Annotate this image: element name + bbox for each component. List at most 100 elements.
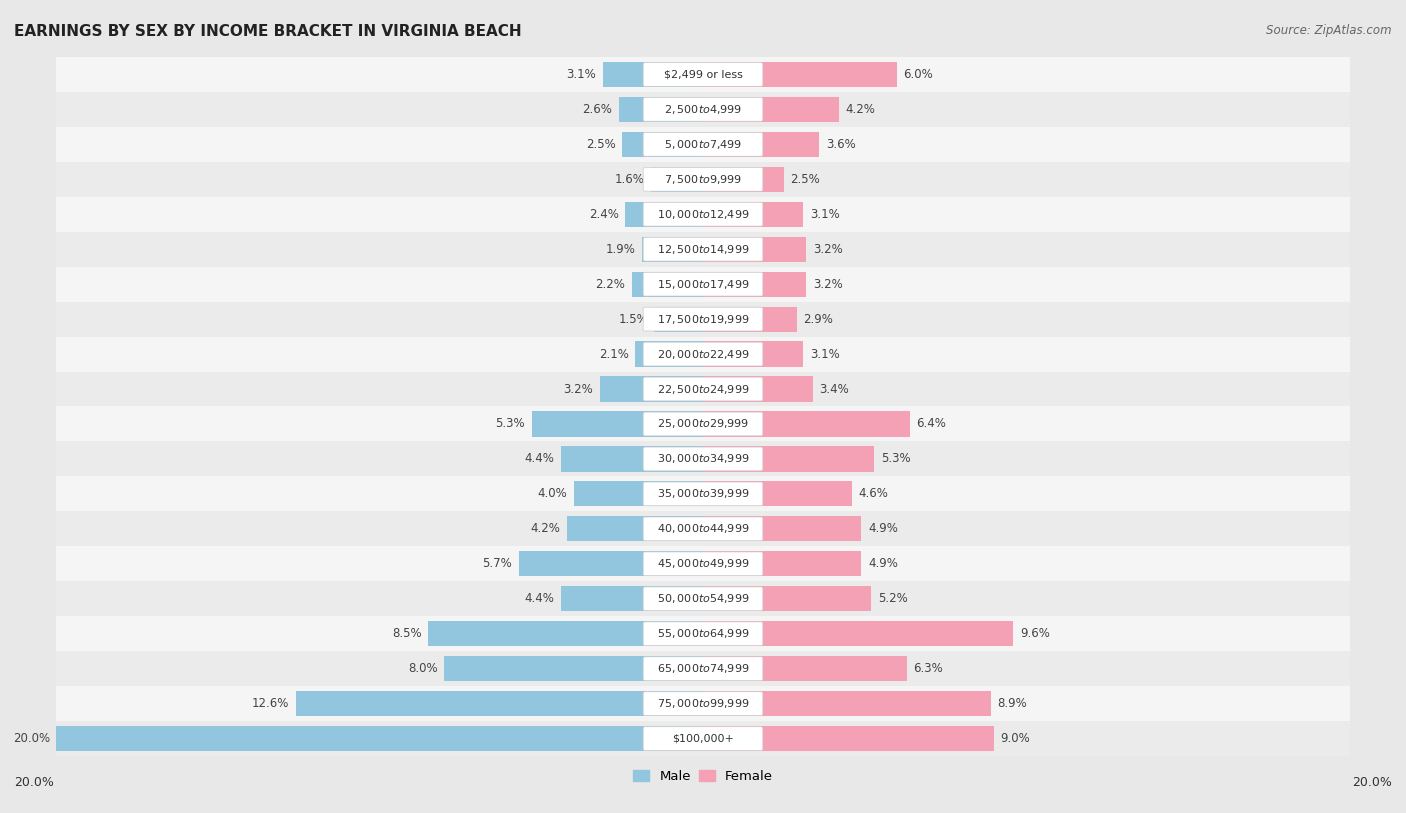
Bar [56,232,1350,267]
Text: $22,500 to $24,999: $22,500 to $24,999 [657,383,749,395]
Text: $5,000 to $7,499: $5,000 to $7,499 [664,138,742,150]
Text: $100,000+: $100,000+ [672,733,734,744]
FancyBboxPatch shape [643,98,763,121]
Text: 8.9%: 8.9% [997,698,1026,710]
Text: $50,000 to $54,999: $50,000 to $54,999 [657,593,749,605]
Bar [561,446,703,472]
Bar [56,441,1350,476]
Text: 5.3%: 5.3% [495,418,526,430]
Bar [444,656,703,681]
Text: 4.0%: 4.0% [537,488,567,500]
Bar [531,411,703,437]
Text: $2,499 or less: $2,499 or less [664,69,742,80]
Text: 2.5%: 2.5% [586,138,616,150]
Text: 2.6%: 2.6% [582,103,613,115]
Text: $25,000 to $29,999: $25,000 to $29,999 [657,418,749,430]
Bar [703,376,813,402]
Bar [703,62,897,87]
Text: $65,000 to $74,999: $65,000 to $74,999 [657,663,749,675]
Text: 5.3%: 5.3% [880,453,911,465]
Text: 12.6%: 12.6% [252,698,290,710]
Text: 4.9%: 4.9% [868,558,898,570]
FancyBboxPatch shape [643,447,763,471]
Bar [56,92,1350,127]
Text: Source: ZipAtlas.com: Source: ZipAtlas.com [1267,24,1392,37]
Bar [619,97,703,122]
Legend: Male, Female: Male, Female [627,764,779,788]
Text: 2.1%: 2.1% [599,348,628,360]
Text: 3.1%: 3.1% [567,68,596,80]
FancyBboxPatch shape [643,552,763,576]
Bar [56,616,1350,651]
Text: 9.6%: 9.6% [1019,628,1050,640]
Text: 4.4%: 4.4% [524,453,554,465]
Bar [56,406,1350,441]
Text: 5.2%: 5.2% [877,593,907,605]
Text: 20.0%: 20.0% [13,733,49,745]
Text: $7,500 to $9,999: $7,500 to $9,999 [664,173,742,185]
Bar [703,726,994,751]
Text: 6.4%: 6.4% [917,418,946,430]
Bar [703,481,852,506]
Text: 6.0%: 6.0% [904,68,934,80]
Text: 4.2%: 4.2% [845,103,875,115]
Text: 1.6%: 1.6% [614,173,645,185]
Text: 5.7%: 5.7% [482,558,512,570]
Bar [703,411,910,437]
FancyBboxPatch shape [643,202,763,226]
Bar [651,167,703,192]
Bar [703,341,803,367]
FancyBboxPatch shape [643,342,763,366]
FancyBboxPatch shape [643,377,763,401]
Bar [56,511,1350,546]
FancyBboxPatch shape [643,272,763,296]
Text: 3.2%: 3.2% [813,278,842,290]
FancyBboxPatch shape [643,133,763,156]
Text: 8.0%: 8.0% [408,663,437,675]
Bar [626,202,703,227]
Text: 1.5%: 1.5% [619,313,648,325]
Text: $17,500 to $19,999: $17,500 to $19,999 [657,313,749,325]
Bar [56,546,1350,581]
Bar [603,62,703,87]
FancyBboxPatch shape [643,63,763,86]
Text: 2.5%: 2.5% [790,173,820,185]
FancyBboxPatch shape [643,517,763,541]
Text: $35,000 to $39,999: $35,000 to $39,999 [657,488,749,500]
FancyBboxPatch shape [643,307,763,331]
Text: 2.9%: 2.9% [803,313,834,325]
Bar [56,686,1350,721]
Text: $75,000 to $99,999: $75,000 to $99,999 [657,698,749,710]
Text: 20.0%: 20.0% [1353,776,1392,789]
Bar [599,376,703,402]
Bar [703,691,991,716]
FancyBboxPatch shape [643,237,763,261]
Bar [703,516,862,541]
Text: 4.4%: 4.4% [524,593,554,605]
Bar [56,57,1350,92]
FancyBboxPatch shape [643,727,763,750]
Text: $55,000 to $64,999: $55,000 to $64,999 [657,628,749,640]
Bar [56,372,1350,406]
Text: 20.0%: 20.0% [14,776,53,789]
Text: 4.6%: 4.6% [858,488,889,500]
Bar [56,581,1350,616]
Text: EARNINGS BY SEX BY INCOME BRACKET IN VIRGINIA BEACH: EARNINGS BY SEX BY INCOME BRACKET IN VIR… [14,24,522,39]
Bar [56,267,1350,302]
Text: 3.6%: 3.6% [825,138,856,150]
Bar [56,302,1350,337]
FancyBboxPatch shape [643,412,763,436]
Text: 1.9%: 1.9% [605,243,636,255]
Text: 9.0%: 9.0% [1001,733,1031,745]
Text: $12,500 to $14,999: $12,500 to $14,999 [657,243,749,255]
Bar [703,202,803,227]
Text: 3.1%: 3.1% [810,208,839,220]
Text: $40,000 to $44,999: $40,000 to $44,999 [657,523,749,535]
Text: $10,000 to $12,499: $10,000 to $12,499 [657,208,749,220]
Bar [641,237,703,262]
Bar [703,272,807,297]
Bar [703,97,839,122]
Bar [654,307,703,332]
Bar [703,307,797,332]
FancyBboxPatch shape [643,692,763,715]
